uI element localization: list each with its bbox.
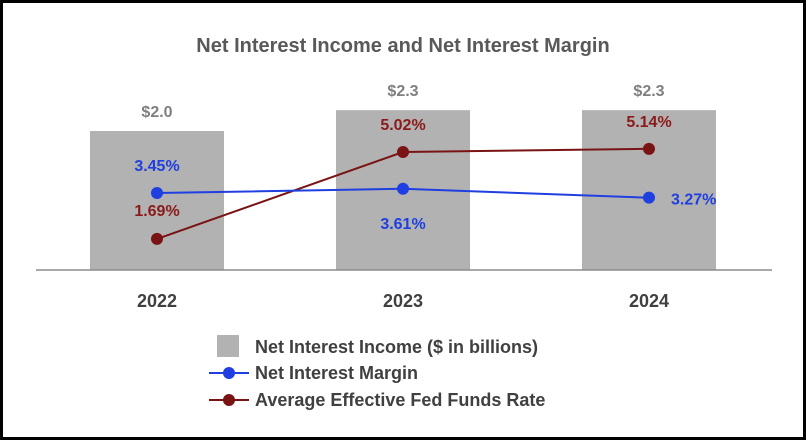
- point-nim: [151, 186, 163, 199]
- legend-label-fed-funds: Average Effective Fed Funds Rate: [255, 390, 545, 410]
- bar-value-label: $2.3: [387, 83, 418, 100]
- x-tick-label: 2023: [383, 291, 423, 311]
- chart-canvas: Net Interest Income and Net Interest Mar…: [36, 35, 772, 410]
- point-fed-funds: [151, 232, 163, 245]
- legend-swatch-bar: [217, 335, 239, 357]
- point-nim: [397, 182, 409, 195]
- x-tick-label: 2024: [629, 291, 669, 311]
- bar-net-interest-income: [582, 110, 716, 271]
- nim-value-label: 3.61%: [380, 216, 425, 233]
- bar-value-label: $2.0: [141, 104, 172, 121]
- bar-net-interest-income: [90, 131, 224, 270]
- bar-value-label: $2.3: [633, 83, 664, 100]
- fed-funds-value-label: 5.02%: [380, 117, 425, 134]
- legend-label-nim: Net Interest Margin: [255, 363, 418, 383]
- legend-swatch-nim-marker: [223, 367, 235, 379]
- fed-funds-value-label: 1.69%: [134, 203, 179, 220]
- fed-funds-value-label: 5.14%: [626, 114, 671, 131]
- point-nim: [643, 191, 655, 204]
- nim-value-label: 3.27%: [671, 192, 716, 209]
- legend: Net Interest Income ($ in billions) Net I…: [209, 335, 545, 410]
- point-fed-funds: [643, 142, 655, 155]
- chart-title: Net Interest Income and Net Interest Mar…: [196, 35, 609, 57]
- nim-value-label: 3.45%: [134, 158, 179, 175]
- x-tick-label: 2022: [137, 291, 177, 311]
- legend-swatch-fed-funds-marker: [223, 394, 235, 406]
- point-fed-funds: [397, 145, 409, 158]
- legend-label-net-interest-income: Net Interest Income ($ in billions): [255, 337, 538, 357]
